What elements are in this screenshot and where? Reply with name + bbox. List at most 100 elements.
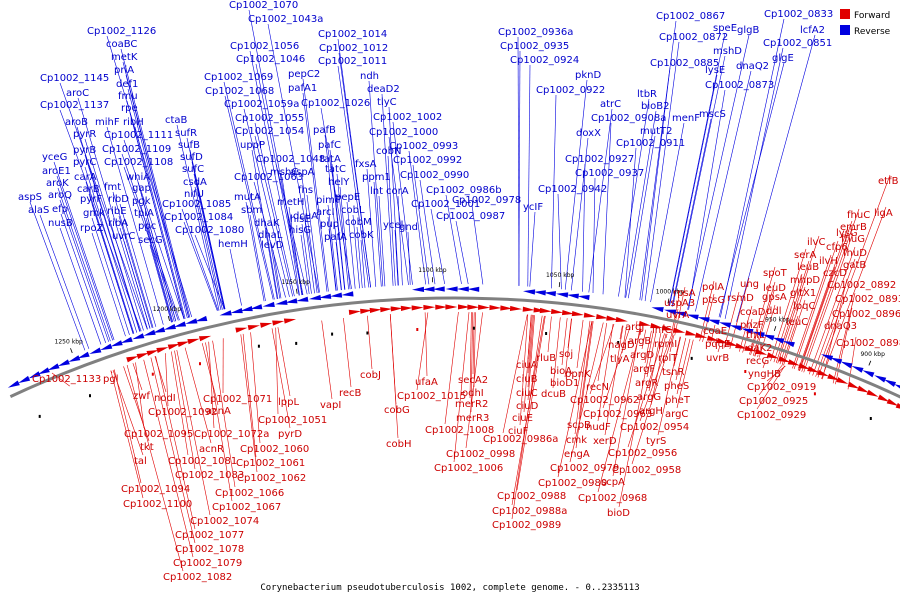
gene-label: Cp1002_0867 — [656, 11, 725, 22]
label-leader-line — [176, 124, 220, 311]
gene-label: fmt — [104, 182, 121, 193]
label-leader-line — [724, 291, 740, 348]
gene-label: metH — [277, 197, 304, 208]
gene-label: Cp1002_0968 — [578, 493, 647, 504]
gene-label: aspS — [18, 192, 42, 203]
label-leader-line — [676, 339, 694, 409]
label-leader-line — [665, 333, 668, 339]
label-leader-line — [557, 193, 562, 290]
gene-label: pheT — [665, 395, 691, 406]
gene-label: cobN — [376, 146, 401, 157]
label-leader-line — [650, 122, 685, 303]
label-leader-line — [670, 296, 680, 335]
gene-label: Cp1002_0988 — [497, 491, 566, 502]
gene-label: leuB — [797, 262, 819, 273]
label-leader-line — [320, 107, 352, 290]
label-leader-line — [321, 320, 333, 400]
gene-label: lysE — [705, 65, 725, 76]
label-leader-line — [569, 322, 604, 463]
label-leader-line — [113, 369, 142, 484]
label-leader-line — [150, 357, 196, 544]
minor-feature-mark — [295, 341, 298, 345]
gene-label: Cp1002_1084 — [164, 212, 233, 223]
gene-label: ptsG — [702, 295, 725, 306]
gene-label: pheS — [664, 381, 689, 392]
reverse-gene-feature — [110, 340, 123, 347]
gene-label: ciuC — [516, 388, 538, 399]
gene-label: rluB — [536, 353, 556, 364]
forward-gene-feature — [847, 381, 860, 389]
gene-label: dcuA — [293, 211, 318, 222]
minor-feature-mark — [744, 370, 747, 373]
forward-gene-feature — [571, 311, 584, 317]
gene-label: ung — [740, 279, 759, 290]
label-leader-line — [529, 211, 536, 287]
gene-label: ycel — [383, 220, 403, 231]
gene-label: aroK — [46, 178, 69, 189]
gene-label: fhuC — [847, 210, 870, 221]
gene-label: yceG — [42, 152, 67, 163]
label-leader-line — [669, 74, 718, 306]
backbone-arc — [9, 296, 900, 399]
gene-label: mshD — [713, 46, 742, 57]
gene-features — [7, 286, 900, 420]
gene-label: spoT — [763, 268, 788, 279]
forward-gene-feature — [283, 318, 297, 324]
gene-label: Cp1002_1012 — [319, 43, 388, 54]
gene-label: Cp1002_1063 — [234, 172, 303, 183]
forward-gene-feature — [807, 366, 820, 373]
label-leader-line — [407, 231, 411, 285]
gene-label: coaE — [703, 326, 727, 337]
gene-label: Cp1002_1054 — [235, 126, 304, 137]
label-leader-line — [346, 201, 356, 289]
label-leader-line — [453, 312, 470, 463]
gene-label: Cp1002_1060 — [240, 444, 309, 455]
gene-label: thiL — [746, 330, 765, 341]
gene-label: Cp1002_1051 — [258, 415, 327, 426]
gene-label: Cp1002_1074 — [190, 516, 259, 527]
gene-label: carB — [77, 184, 100, 195]
gene-label: cobK — [349, 230, 374, 241]
label-leader-line — [366, 168, 377, 287]
label-leader-line — [766, 365, 786, 382]
label-leader-line — [552, 317, 561, 389]
label-leader-line — [76, 126, 141, 332]
label-leader-line — [85, 181, 135, 334]
reverse-gene-feature — [762, 334, 775, 341]
gene-label: bioA — [550, 366, 572, 377]
gene-label: bioD1 — [550, 378, 579, 389]
label-leader-line — [715, 337, 718, 346]
label-leader-line — [604, 325, 624, 436]
label-leader-line — [817, 319, 840, 378]
forward-gene-feature — [857, 385, 870, 393]
gene-label: secG — [138, 235, 163, 246]
forward-gene-feature — [778, 356, 791, 363]
gene-label: ilvC — [807, 237, 825, 248]
forward-gene-feature — [866, 389, 879, 397]
label-leader-line — [306, 194, 320, 293]
gene-label: Cp1002_0924 — [510, 55, 579, 66]
gene-label: aspA — [290, 167, 315, 178]
gene-label: ciuD — [516, 401, 539, 412]
gene-label: tlyA — [610, 354, 630, 365]
reverse-gene-feature — [851, 365, 864, 373]
gene-label: ciuE — [512, 413, 533, 424]
reverse-gene-feature — [533, 290, 546, 296]
gene-label: lpqC — [793, 301, 815, 312]
gene-label: tatC — [325, 164, 346, 175]
gene-label: Cp1002_0893 — [835, 294, 900, 305]
gene-label: merR3 — [456, 413, 489, 424]
gene-label: Cp1002_0936a — [498, 27, 573, 38]
label-leader-line — [176, 349, 211, 516]
minor-feature-mark — [813, 392, 816, 396]
gene-label: ribE — [107, 206, 127, 217]
minor-feature-mark — [690, 356, 693, 360]
forward-gene-feature — [539, 307, 552, 314]
reverse-gene-feature — [772, 337, 785, 344]
label-leader-line — [329, 149, 345, 290]
gene-label: argC — [665, 409, 688, 420]
label-leader-line — [301, 223, 312, 294]
label-leader-line — [59, 109, 142, 332]
label-leader-line — [602, 122, 612, 295]
forward-gene-feature — [187, 338, 200, 345]
